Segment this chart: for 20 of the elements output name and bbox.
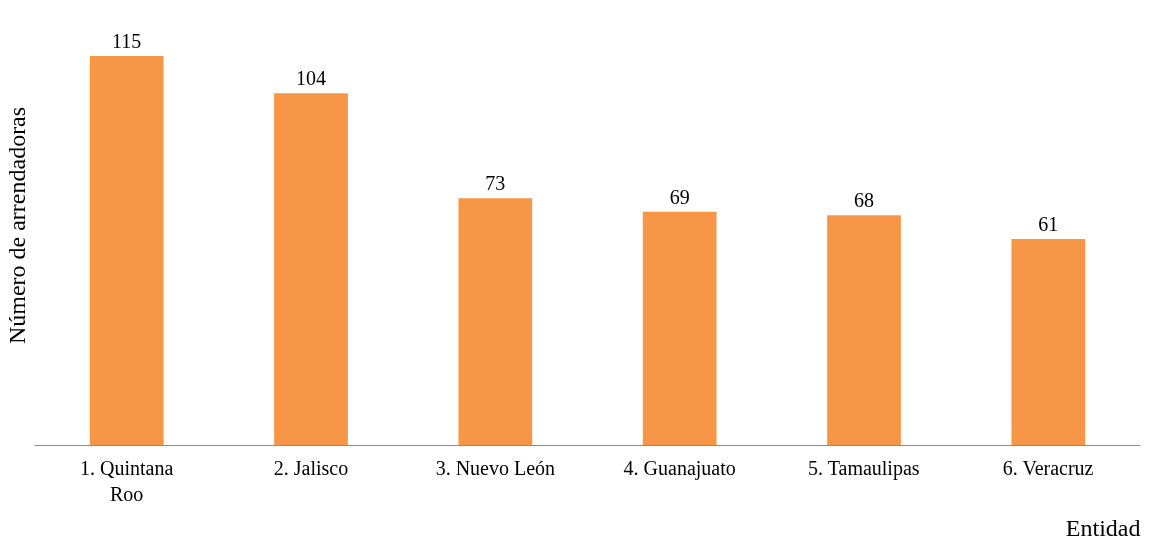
bar: [458, 198, 533, 446]
data-label: 68: [854, 189, 874, 212]
bar: [89, 56, 164, 446]
bar: [642, 211, 717, 446]
bar: [827, 215, 901, 446]
bar: [1011, 238, 1086, 446]
x-tick-label: 6. Veracruz: [1002, 456, 1094, 479]
x-tick-label: 2. Jalisco: [273, 456, 349, 479]
x-tick-label: 5. Tamaulipas: [808, 456, 920, 480]
data-label: 69: [669, 185, 690, 208]
data-label: 73: [485, 172, 506, 195]
data-label: 115: [112, 30, 142, 53]
bar: [274, 93, 348, 446]
x-tick-label: 1. Quintana Roo: [80, 456, 174, 505]
data-label: 104: [296, 67, 326, 90]
x-axis-title: Entidad: [1065, 514, 1141, 541]
x-tick-label: 4. Guanajuato: [623, 456, 736, 480]
x-tick-label: 3. Nuevo León: [435, 456, 556, 479]
data-label: 61: [1038, 212, 1059, 235]
y-axis-title: Número de arrendadoras: [3, 106, 30, 345]
